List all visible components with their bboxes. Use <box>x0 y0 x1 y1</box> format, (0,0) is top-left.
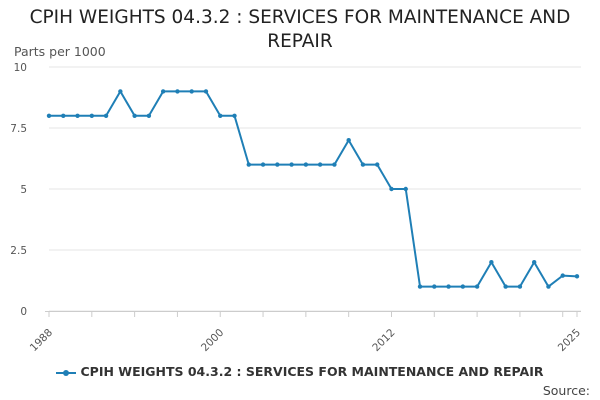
data-point <box>132 113 137 119</box>
data-point <box>446 284 451 289</box>
data-point <box>175 89 180 94</box>
series-line <box>49 90 578 288</box>
data-point <box>61 113 66 119</box>
data-point <box>560 273 565 278</box>
chart-title: CPIH WEIGHTS 04.3.2 : SERVICES FOR MAINT… <box>29 7 571 52</box>
y-tick-label: 10 <box>14 62 27 74</box>
data-point <box>375 162 380 167</box>
data-point <box>232 113 237 119</box>
data-point <box>574 274 580 279</box>
data-point <box>160 89 166 94</box>
y-tick-label: 0 <box>20 306 27 318</box>
data-point <box>346 138 351 143</box>
data-point <box>432 284 437 289</box>
data-point <box>246 162 251 167</box>
source-label: Source: <box>542 383 590 398</box>
data-point <box>289 162 294 167</box>
y-tick-label: 2.5 <box>10 245 27 257</box>
y-axis-label: Parts per 1000 <box>14 44 106 59</box>
data-point <box>218 113 223 119</box>
y-tick-label: 7.5 <box>10 123 27 135</box>
x-tick-label: 1988 <box>28 327 55 354</box>
data-point <box>489 260 494 265</box>
data-point <box>75 113 80 119</box>
data-point <box>317 162 323 167</box>
x-tick-label: 2025 <box>556 327 583 354</box>
data-point <box>417 284 423 289</box>
legend[interactable]: CPIH WEIGHTS 04.3.2 : SERVICES FOR MAINT… <box>0 364 600 379</box>
data-point <box>275 162 280 167</box>
data-point <box>403 186 408 192</box>
data-point <box>46 113 52 119</box>
data-point <box>546 284 551 289</box>
data-point <box>332 162 337 167</box>
legend-swatch <box>56 368 77 378</box>
data-point <box>460 284 466 289</box>
data-point <box>89 113 95 119</box>
y-tick-label: 5 <box>20 184 27 196</box>
data-point <box>531 260 537 265</box>
data-point <box>146 113 152 119</box>
data-point <box>360 162 366 167</box>
data-point <box>474 284 480 289</box>
x-tick-label: 2012 <box>370 327 397 354</box>
data-point <box>389 186 394 192</box>
data-point <box>118 89 123 94</box>
x-tick-label: 2000 <box>199 327 226 354</box>
data-point <box>203 89 209 94</box>
data-point <box>103 113 109 119</box>
data-point <box>503 284 508 289</box>
data-point <box>517 284 523 289</box>
data-point <box>303 162 309 167</box>
data-point <box>260 162 266 167</box>
data-point <box>189 89 194 94</box>
legend-label: CPIH WEIGHTS 04.3.2 : SERVICES FOR MAINT… <box>80 364 544 379</box>
